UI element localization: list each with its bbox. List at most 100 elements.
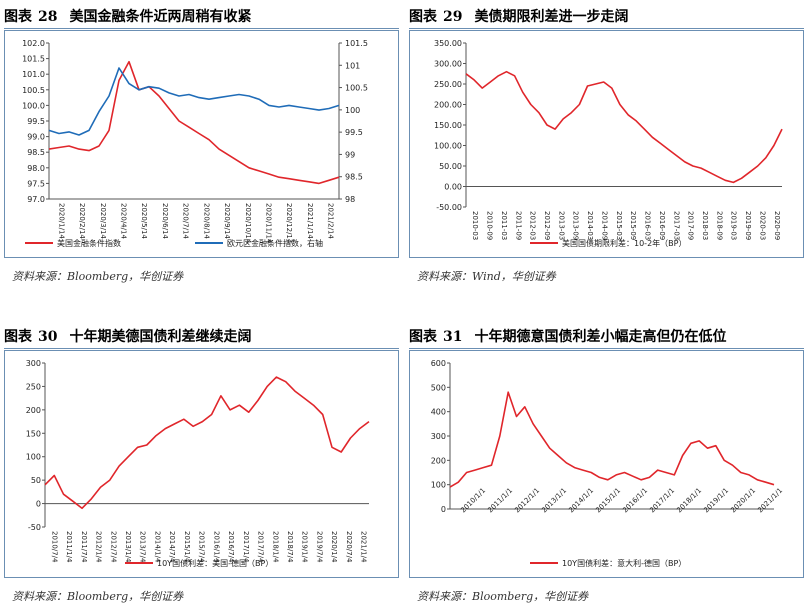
x-tick-label: 2018/7/4 bbox=[286, 531, 294, 563]
x-tick-label: 2016/1/4 bbox=[212, 531, 220, 563]
y-tick-label: 97.5 bbox=[27, 179, 45, 188]
y-tick-label: 100.5 bbox=[22, 86, 45, 95]
x-tick-label: 2020/3/14 bbox=[99, 203, 107, 239]
x-tick-label: 2019-09 bbox=[744, 211, 752, 240]
chart-frame: 102.0 101.5 101.0 100.5 100.0 99.5 99.0 98.5 98.… bbox=[4, 30, 399, 258]
y-tick-label: 100 bbox=[431, 481, 446, 490]
figure-label: 图表 bbox=[4, 9, 32, 25]
x-tick-label: 2014/1/1 bbox=[567, 487, 595, 515]
chart-30: 300 250 200 150 100 50 0 -50 2010/7/4 2011/1/4 201… bbox=[26, 359, 370, 568]
legend-label: 10Y国债利差：意大利-德国（BP） bbox=[562, 558, 686, 568]
x-tick-label: 2021/1/4 bbox=[360, 531, 368, 563]
x-tick-label: 2015/7/4 bbox=[198, 531, 206, 563]
x-tick-label: 2020/9/14 bbox=[223, 203, 231, 239]
x-tick-label: 2017/1/1 bbox=[648, 487, 676, 515]
y-right-tick-label: 101 bbox=[345, 61, 360, 70]
x-tick-label: 2020/1/1 bbox=[729, 487, 757, 515]
x-tick-label: 2017/7/4 bbox=[257, 531, 265, 563]
x-tick-label: 2018/1/4 bbox=[271, 531, 279, 563]
x-tick-label: 2020/8/14 bbox=[202, 203, 210, 239]
x-tick-label: 2019/7/4 bbox=[315, 531, 323, 563]
series-line bbox=[449, 391, 775, 488]
y-tick-label: 350.00 bbox=[434, 39, 462, 48]
x-tick-label: 2020-03 bbox=[758, 211, 766, 240]
source-note: 资料来源：Bloomberg，华创证券 bbox=[12, 270, 184, 283]
panel-title: 图表 30 十年期美德国债利差继续走阔 bbox=[4, 326, 251, 346]
y-right-tick-label: 98.5 bbox=[345, 173, 363, 182]
legend-label: 10Y国债利差：美国-德国（BP） bbox=[157, 558, 273, 568]
x-tick-label: 2020/6/14 bbox=[161, 203, 169, 239]
figure-number: 31 bbox=[443, 329, 463, 345]
figure-number: 29 bbox=[443, 9, 463, 25]
x-tick-label: 2020/10/14 bbox=[244, 203, 252, 244]
x-tick-label: 2010-09 bbox=[486, 211, 494, 240]
x-tick-label: 2020-09 bbox=[773, 211, 781, 240]
figure-label: 图表 bbox=[4, 329, 32, 345]
x-tick-label: 2021/1/1 bbox=[756, 487, 784, 515]
source-note: 资料来源：Wind，华创证券 bbox=[417, 270, 556, 283]
x-tick-label: 2010/7/4 bbox=[50, 531, 58, 563]
chart-frame: 300 250 200 150 100 50 0 -50 2010/7/4 2011/1/4 201… bbox=[4, 350, 399, 578]
x-tick-label: 2013/7/4 bbox=[139, 531, 147, 563]
y-tick-label: -50 bbox=[28, 523, 41, 532]
y-tick-label: 100.00 bbox=[434, 142, 462, 151]
x-tick-label: 2016-03 bbox=[644, 211, 652, 240]
y-tick-label: 100 bbox=[26, 453, 41, 462]
y-tick-label: 100.0 bbox=[22, 101, 45, 110]
x-tick-label: 2019/1/4 bbox=[301, 531, 309, 563]
x-tick-label: 2012/1/4 bbox=[95, 531, 103, 563]
y-tick-label: 250.00 bbox=[434, 80, 462, 89]
chart-29: 350.00 300.00 250.00 200.00 150.00 100.00 50.0… bbox=[434, 39, 783, 248]
series-line bbox=[44, 376, 370, 510]
y-tick-label: 99.5 bbox=[27, 117, 45, 126]
x-tick-label: 2012/7/4 bbox=[109, 531, 117, 563]
figure-title: 十年期德意国债利差小幅走高但仍在低位 bbox=[474, 329, 727, 345]
legend-label: 美国金融条件指数 bbox=[57, 238, 121, 248]
figure-title: 美债期限利差进一步走阔 bbox=[474, 9, 629, 25]
panel-title: 图表 31 十年期德意国债利差小幅走高但仍在低位 bbox=[409, 326, 726, 346]
y-tick-label: 98.5 bbox=[27, 148, 45, 157]
y-right-tick-label: 98 bbox=[345, 195, 355, 204]
y-right-tick-label: 100 bbox=[345, 106, 360, 115]
x-tick-label: 2014/1/4 bbox=[153, 531, 161, 563]
x-tick-label: 2018/1/1 bbox=[675, 487, 703, 515]
x-tick-label: 2020/11/14 bbox=[265, 203, 273, 244]
x-tick-label: 2020/7/4 bbox=[345, 531, 353, 563]
y-tick-label: 300 bbox=[431, 432, 446, 441]
x-tick-label: 2012/1/1 bbox=[513, 487, 541, 515]
x-tick-label: 2011/1/4 bbox=[65, 531, 73, 563]
y-tick-label: 0 bbox=[441, 505, 446, 514]
x-tick-label: 2015-03 bbox=[615, 211, 623, 240]
y-right-tick-label: 101.5 bbox=[345, 39, 368, 48]
x-tick-label: 2020/7/14 bbox=[182, 203, 190, 239]
y-tick-label: 98.0 bbox=[27, 164, 45, 173]
x-tick-label: 2011/1/1 bbox=[486, 487, 514, 515]
x-tick-label: 2010/1/1 bbox=[459, 487, 487, 515]
x-tick-label: 2021/2/14 bbox=[327, 203, 335, 239]
figure-label: 图表 bbox=[409, 329, 437, 345]
series-line bbox=[465, 70, 783, 184]
series-line bbox=[48, 60, 340, 185]
y-tick-label: 500 bbox=[431, 383, 446, 392]
y-tick-label: 200 bbox=[431, 456, 446, 465]
x-tick-label: 2020/12/14 bbox=[285, 203, 293, 244]
x-tick-label: 2020/4/14 bbox=[120, 203, 128, 239]
x-tick-label: 2016/7/4 bbox=[227, 531, 235, 563]
figure-title: 美国金融条件近两周稍有收紧 bbox=[69, 9, 252, 25]
x-tick-label: 2013/1/4 bbox=[124, 531, 132, 563]
y-tick-label: 150 bbox=[26, 429, 41, 438]
x-tick-label: 2021/1/14 bbox=[306, 203, 314, 239]
chart-28: 102.0 101.5 101.0 100.5 100.0 99.5 99.0 98.5 98.… bbox=[22, 39, 368, 248]
x-tick-label: 2014/7/4 bbox=[168, 531, 176, 563]
x-tick-label: 2011-03 bbox=[500, 211, 508, 240]
figure-title: 十年期美德国债利差继续走阔 bbox=[69, 329, 252, 345]
x-tick-label: 2010-03 bbox=[471, 211, 479, 240]
y-right-tick-label: 99.5 bbox=[345, 128, 363, 137]
x-tick-label: 2017-03 bbox=[672, 211, 680, 240]
x-tick-label: 2014-09 bbox=[600, 211, 608, 240]
figure-label: 图表 bbox=[409, 9, 437, 25]
y-right-tick-label: 100.5 bbox=[345, 84, 368, 93]
x-tick-label: 2020/1/4 bbox=[330, 531, 338, 563]
x-tick-label: 2018-09 bbox=[715, 211, 723, 240]
x-tick-label: 2018-03 bbox=[701, 211, 709, 240]
